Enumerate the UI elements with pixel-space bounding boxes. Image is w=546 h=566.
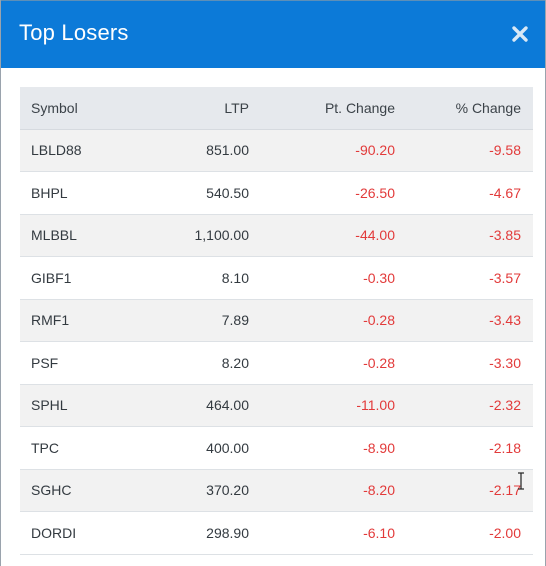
table-row[interactable]: BHPL 540.50 -26.50 -4.67 bbox=[20, 171, 533, 214]
text-cursor-icon bbox=[518, 472, 524, 490]
cell-pt-change: -8.90 bbox=[363, 439, 395, 456]
column-header-pt-change[interactable]: Pt. Change bbox=[249, 87, 395, 130]
cell-symbol: TPC bbox=[31, 439, 59, 456]
cell-symbol: PSF bbox=[31, 354, 59, 371]
cell-pct-change: -9.58 bbox=[489, 142, 521, 159]
cell-ltp: 7.89 bbox=[221, 312, 249, 329]
cell-ltp: 464.00 bbox=[206, 397, 249, 414]
table-row[interactable]: DORDI 298.90 -6.10 -2.00 bbox=[20, 511, 533, 554]
close-button[interactable] bbox=[507, 21, 533, 47]
cell-pct-change: -3.43 bbox=[489, 312, 521, 329]
table-row[interactable]: MLBBL 1,100.00 -44.00 -3.85 bbox=[20, 214, 533, 257]
cell-pt-change: -8.20 bbox=[363, 482, 395, 499]
cell-pct-change: -4.67 bbox=[489, 184, 521, 201]
cell-ltp: 540.50 bbox=[206, 184, 249, 201]
cell-symbol: GIBF1 bbox=[31, 269, 72, 286]
cell-symbol: RMF1 bbox=[31, 312, 70, 329]
column-header-ltp[interactable]: LTP bbox=[121, 87, 249, 130]
table-body: LBLD88 851.00 -90.20 -9.58 BHPL 540.50 -… bbox=[20, 129, 533, 554]
cell-pt-change: -0.28 bbox=[363, 354, 395, 371]
cell-ltp: 400.00 bbox=[206, 439, 249, 456]
table-header: Symbol LTP Pt. Change % Change bbox=[20, 87, 533, 130]
cell-pt-change: -0.28 bbox=[363, 312, 395, 329]
cell-pct-change: -2.00 bbox=[489, 524, 521, 541]
cell-symbol: SGHC bbox=[31, 482, 72, 499]
table-row[interactable]: LBLD88 851.00 -90.20 -9.58 bbox=[20, 129, 533, 172]
table-header-row: Symbol LTP Pt. Change % Change bbox=[20, 87, 533, 130]
cell-ltp: 8.10 bbox=[221, 269, 249, 286]
cell-ltp: 370.20 bbox=[206, 482, 249, 499]
cell-pct-change: -2.18 bbox=[489, 439, 521, 456]
table-row[interactable]: GIBF1 8.10 -0.30 -3.57 bbox=[20, 256, 533, 299]
cell-pt-change: -0.30 bbox=[363, 269, 395, 286]
cell-pt-change: -44.00 bbox=[355, 227, 395, 244]
cell-pt-change: -11.00 bbox=[356, 397, 395, 414]
cell-ltp: 1,100.00 bbox=[194, 227, 250, 244]
cell-symbol: DORDI bbox=[31, 524, 77, 541]
cell-ltp: 8.20 bbox=[221, 354, 249, 371]
cell-symbol: SPHL bbox=[31, 397, 68, 414]
cell-ltp: 298.90 bbox=[206, 524, 249, 541]
cell-pct-change: -3.30 bbox=[489, 354, 521, 371]
table-row[interactable]: PSF 8.20 -0.28 -3.30 bbox=[20, 341, 533, 384]
modal-header: Top Losers bbox=[1, 0, 545, 68]
cell-pct-change: -2.32 bbox=[489, 397, 521, 414]
column-header-symbol[interactable]: Symbol bbox=[20, 87, 121, 130]
losers-table-container: Symbol LTP Pt. Change % Change LBLD88 85… bbox=[20, 87, 533, 555]
cell-pt-change: -90.20 bbox=[355, 142, 395, 159]
column-header-pct-change[interactable]: % Change bbox=[395, 87, 533, 130]
table-row[interactable]: SGHC 370.20 -8.20 -2.17 bbox=[20, 469, 533, 512]
cell-symbol: MLBBL bbox=[31, 227, 77, 244]
losers-table: Symbol LTP Pt. Change % Change LBLD88 85… bbox=[20, 87, 533, 555]
cell-pt-change: -6.10 bbox=[363, 524, 395, 541]
cell-pct-change: -3.57 bbox=[489, 269, 521, 286]
cell-symbol: BHPL bbox=[31, 184, 68, 201]
cell-pct-change: -2.17 bbox=[489, 482, 521, 499]
table-row[interactable]: SPHL 464.00 -11.00 -2.32 bbox=[20, 384, 533, 427]
cell-symbol: LBLD88 bbox=[31, 142, 82, 159]
cell-ltp: 851.00 bbox=[206, 142, 249, 159]
modal-title: Top Losers bbox=[19, 20, 129, 45]
cell-pct-change: -3.85 bbox=[489, 227, 521, 244]
table-row[interactable]: RMF1 7.89 -0.28 -3.43 bbox=[20, 299, 533, 342]
cell-pt-change: -26.50 bbox=[355, 184, 395, 201]
table-row[interactable]: TPC 400.00 -8.90 -2.18 bbox=[20, 426, 533, 469]
close-icon bbox=[512, 26, 528, 42]
